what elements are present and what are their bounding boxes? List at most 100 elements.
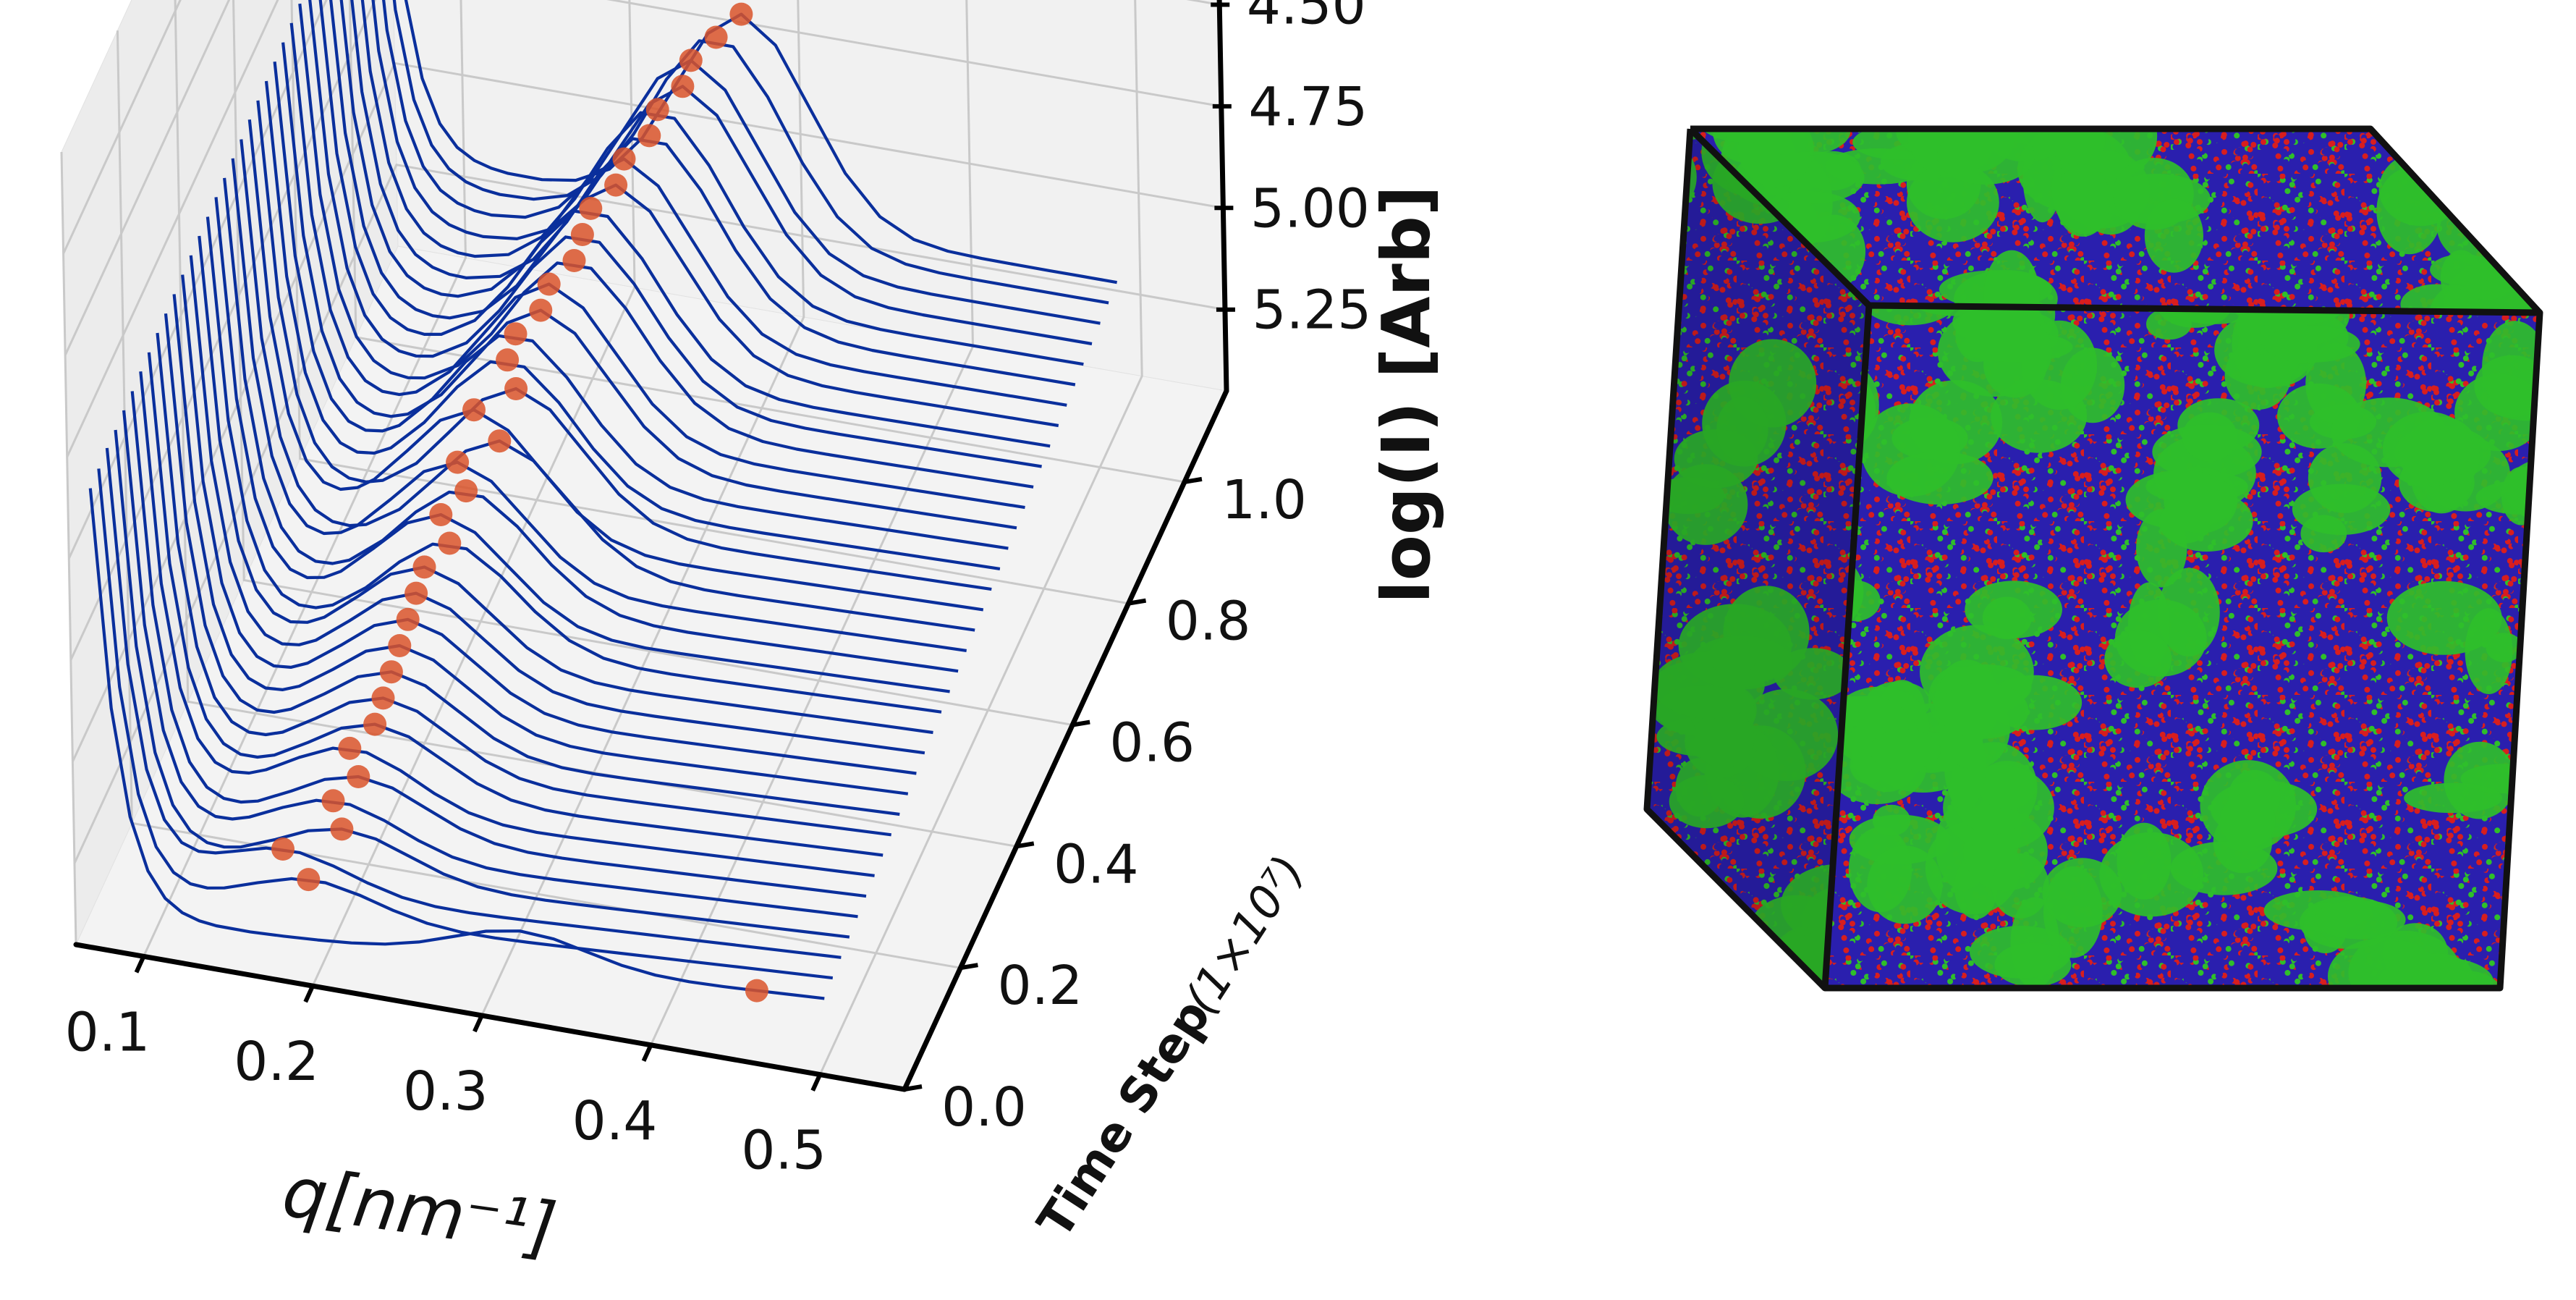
green-domain	[2264, 325, 2360, 363]
x-tick-label: 0.1	[65, 1001, 151, 1063]
peak-marker	[297, 868, 321, 892]
series-line	[130, 391, 867, 898]
peak-marker	[604, 173, 628, 197]
y-tick-mark	[1072, 719, 1090, 727]
z-axis-line	[1216, 0, 1229, 394]
y-tick-mark	[904, 1084, 923, 1092]
series-line	[308, 0, 1042, 468]
green-domain	[2386, 581, 2502, 655]
green-domain	[1716, 397, 1768, 462]
peak-marker	[347, 765, 370, 788]
x-axis-line	[73, 942, 907, 1092]
green-domain	[2182, 412, 2237, 462]
green-domain	[1938, 683, 2029, 739]
peak-marker	[462, 398, 486, 422]
green-domain	[2382, 411, 2473, 487]
green-domain	[2213, 811, 2273, 874]
green-domain	[2104, 630, 2172, 688]
peak-marker	[570, 223, 594, 246]
series-line	[329, 0, 1059, 428]
y-tick-label: 0.2	[998, 955, 1083, 1017]
green-domain	[2348, 930, 2461, 988]
green-domain	[1647, 129, 1688, 195]
series-line	[164, 313, 900, 816]
series-line	[382, 0, 1101, 325]
green-domain	[2300, 515, 2347, 553]
green-domain	[1983, 250, 2040, 313]
x-axis-title: q[nm⁻¹]	[278, 1151, 561, 1270]
series-line	[105, 447, 842, 959]
x-tick-mark	[473, 1014, 484, 1033]
series-line	[214, 197, 950, 693]
x-axis-ticks: 0.1 0.2 0.3 0.4 0.5	[65, 955, 826, 1182]
peak-marker	[363, 712, 387, 736]
peak-marker	[446, 450, 470, 474]
series-line	[147, 352, 884, 857]
x-tick-label: 0.5	[741, 1120, 826, 1182]
x-tick-mark	[303, 984, 315, 1003]
y-axis-line	[902, 388, 1229, 1092]
series-line	[339, 0, 1067, 407]
green-domain	[1886, 451, 1994, 505]
series-line	[198, 235, 933, 735]
series-line	[281, 42, 1017, 530]
axis-lines	[73, 0, 1229, 1092]
series-line	[88, 488, 825, 1000]
green-domain	[1720, 59, 1806, 122]
green-domain	[2314, 900, 2406, 940]
box-face-left-shade	[1647, 129, 1869, 988]
y-axis-title: Time Step (1×10⁷)	[1027, 846, 1315, 1248]
series-line	[318, 0, 1051, 448]
green-domain	[2224, 341, 2292, 410]
green-domain	[1982, 596, 2032, 640]
peak-marker	[396, 607, 420, 631]
waterfall-chart: 0.10.20.30.40.5 0.00.20.40.60.81.0 3.754…	[60, 0, 1445, 1270]
peak-marker	[537, 272, 561, 296]
x-tick-label: 0.2	[234, 1031, 319, 1093]
green-domain	[2474, 355, 2540, 418]
green-domain	[1647, 129, 1666, 147]
peak-marker	[412, 555, 436, 579]
y-axis-title-unit: (1×10⁷)	[1174, 846, 1315, 1023]
peak-marker	[562, 249, 586, 272]
x-tick-mark	[810, 1073, 822, 1092]
box-edges	[1643, 125, 2543, 992]
y-tick-label: 0.6	[1109, 712, 1195, 774]
series-line	[273, 61, 1009, 550]
green-domain	[2483, 193, 2540, 224]
peak-marker	[729, 2, 753, 26]
series-line	[231, 158, 967, 652]
y-tick-label: 0.4	[1054, 833, 1139, 895]
peak-marker	[404, 581, 428, 605]
series-line	[97, 468, 834, 980]
series-line	[156, 332, 891, 837]
grid-line-intensity	[66, 0, 279, 457]
y-axis-ticks: 0.0 0.2 0.4 0.6 0.8 1.0	[904, 469, 1307, 1139]
x-tick-mark	[134, 955, 146, 974]
series-line	[264, 80, 1001, 570]
green-domain	[1694, 709, 1755, 769]
green-domain	[2486, 633, 2523, 662]
peak-marker	[488, 429, 512, 453]
peak-marker	[504, 322, 528, 346]
grid-line-q	[143, 0, 467, 957]
x-tick-label: 0.3	[403, 1060, 488, 1123]
green-domain	[2430, 254, 2496, 285]
green-domain	[2400, 284, 2472, 313]
peak-marker	[504, 377, 528, 400]
series-line	[206, 216, 942, 714]
green-domain	[2144, 198, 2203, 273]
green-domain	[1994, 942, 2072, 987]
peak-marker	[645, 98, 669, 122]
green-domain	[2158, 567, 2220, 657]
green-domain	[1647, 170, 1685, 203]
peak-marker	[671, 75, 695, 98]
series-line	[223, 177, 959, 673]
green-domain	[2117, 822, 2172, 900]
y-tick-label: 0.0	[941, 1076, 1027, 1139]
peak-marker	[429, 503, 453, 526]
z-tick-label: 5.00	[1250, 177, 1370, 240]
grid-line-q	[818, 0, 1143, 1076]
green-domain	[1937, 306, 2052, 397]
